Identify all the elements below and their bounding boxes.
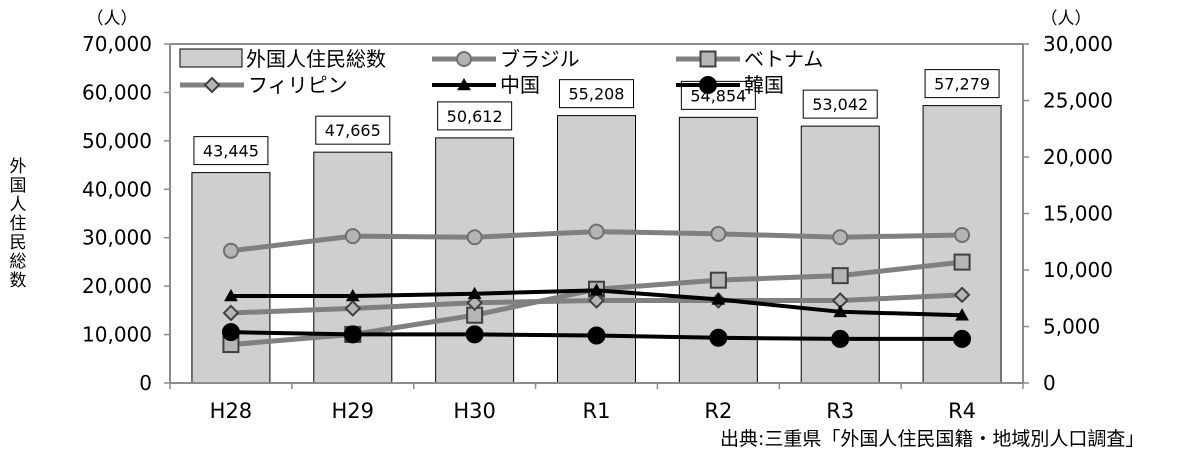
legend-marker (457, 77, 471, 91)
left-tick-label: 10,000 (82, 323, 152, 347)
data-label-box (193, 136, 269, 166)
right-tick-label: 25,000 (1043, 89, 1113, 113)
data-point (588, 223, 605, 240)
data-label: 57,279 (934, 75, 990, 94)
data-point (466, 294, 484, 312)
data-point (344, 300, 362, 317)
data-point (589, 283, 604, 296)
axes: 0 10,000 20,000 30,000 40,000 50,000 60,000 70,… (82, 32, 1113, 423)
source-note: 出典:三重県「外国人住民国籍・地域別人口調査」 (720, 428, 1145, 450)
bar (313, 151, 393, 384)
right-tick-label: 30,000 (1043, 32, 1113, 56)
line-series-triangle (224, 283, 969, 321)
legend-marker (699, 76, 717, 94)
left-axis-unit: （人） (87, 9, 138, 29)
category-label: H28 (210, 399, 253, 423)
data-label: 47,665 (325, 121, 381, 140)
legend-label: ベトナム (744, 47, 823, 71)
data-label: 43,445 (203, 142, 259, 161)
line-series (221, 223, 972, 354)
legend-label: 韓国 (744, 73, 784, 97)
line-series-circle (221, 323, 972, 348)
legend-label: フィリピン (248, 73, 348, 97)
right-tick-label: 15,000 (1043, 202, 1113, 226)
data-point (831, 267, 849, 285)
right-tick-label: 10,000 (1043, 258, 1113, 282)
data-point (953, 329, 972, 348)
data-point (467, 286, 482, 300)
legend-label: 外国人住民総数 (246, 47, 386, 71)
data-label: 50,612 (447, 107, 503, 126)
category-label: R3 (826, 399, 854, 423)
legend-marker (203, 76, 221, 94)
right-tick-label: 0 (1043, 371, 1056, 395)
legend-marker (699, 50, 717, 68)
right-tick-label: 5,000 (1043, 315, 1100, 339)
data-point (709, 271, 727, 289)
bar (435, 137, 515, 384)
left-tick-label: 60,000 (82, 80, 152, 104)
left-tick-label: 70,000 (82, 32, 152, 56)
data-point (222, 304, 240, 322)
data-label-box (315, 115, 391, 145)
data-point (711, 292, 726, 305)
data-label-box (437, 101, 513, 131)
left-axis-title: 外国人住民総数 (10, 157, 27, 291)
left-tick-label: 20,000 (82, 274, 152, 298)
right-tick-label: 20,000 (1043, 145, 1113, 169)
left-tick-label: 40,000 (82, 177, 152, 201)
data-point (588, 292, 605, 309)
data-point (466, 229, 483, 246)
category-label: H30 (453, 399, 496, 423)
data-point (955, 308, 969, 321)
data-label: 55,208 (569, 85, 625, 104)
data-point (953, 286, 971, 304)
left-axis-title-text: 外国人住民総数 (10, 157, 27, 291)
data-label-box (924, 69, 1000, 99)
data-point (344, 228, 361, 245)
data-point (345, 288, 360, 302)
left-tick-label: 50,000 (82, 129, 152, 153)
category-label: R4 (948, 399, 976, 423)
data-point (832, 229, 849, 246)
legend-label: 中国 (500, 73, 540, 97)
data-point (954, 226, 971, 243)
line-series-circle (222, 223, 971, 259)
category-label: R1 (583, 399, 611, 423)
data-label: 54,854 (690, 86, 746, 105)
right-axis-unit: （人） (1041, 9, 1092, 29)
data-point (224, 288, 238, 302)
left-tick-label: 0 (139, 371, 152, 395)
data-label: 53,042 (812, 95, 868, 114)
data-point (953, 253, 971, 271)
data-point (710, 225, 727, 242)
legend-label: ブラジル (500, 47, 580, 71)
data-point (221, 323, 240, 342)
legend-marker (456, 51, 472, 67)
category-label: R2 (704, 399, 732, 423)
data-point (587, 326, 606, 345)
data-point (465, 325, 484, 344)
data-point (343, 325, 362, 344)
data-label-box (802, 89, 878, 119)
left-tick-label: 30,000 (82, 226, 152, 250)
axis-units: （人） （人） (87, 9, 1092, 29)
data-point (709, 328, 728, 347)
legend-swatch-bar (179, 48, 243, 68)
data-point (831, 329, 850, 348)
category-label: H29 (332, 399, 375, 423)
line-series-diamond (222, 286, 971, 322)
data-point (833, 304, 848, 318)
data-label-box (559, 79, 634, 109)
data-point (222, 242, 239, 259)
